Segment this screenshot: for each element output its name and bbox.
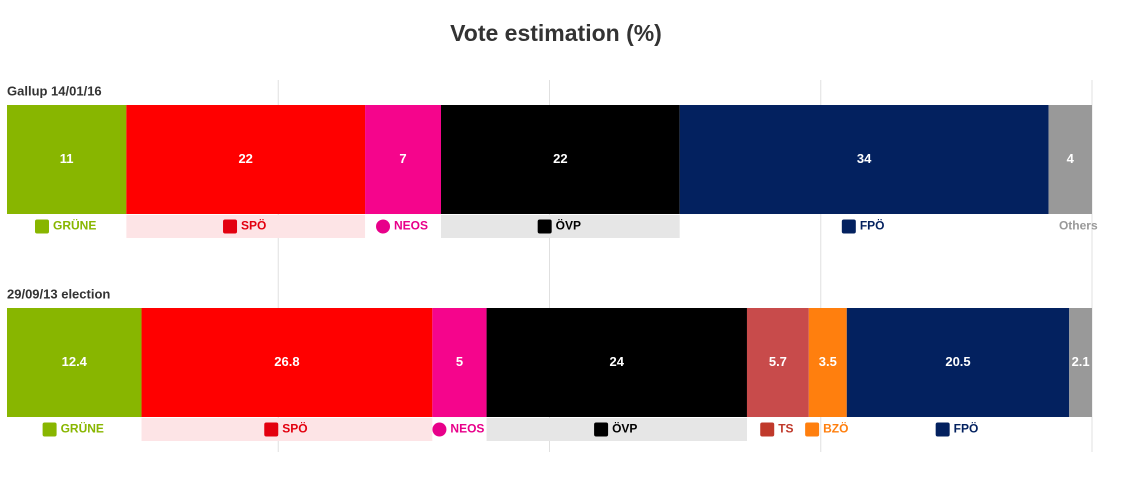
bar-segment [7,308,142,417]
value-label: 24 [610,354,625,369]
value-label: 3.5 [819,354,837,369]
party-label: NEOS [394,219,428,233]
chart-title: Vote estimation (%) [450,20,662,46]
party-label: SPÖ [282,421,307,436]
value-label: 5.7 [769,354,787,369]
bar-segment [141,308,433,417]
bar-segment [7,105,127,214]
party-logo [841,219,856,234]
value-label: 20.5 [945,354,970,369]
party-logo [760,422,775,437]
label-background [486,418,747,441]
party-logo [264,422,279,437]
party-logo [935,422,950,437]
party-label: ÖVP [556,218,581,233]
party-label: TS [778,422,793,436]
value-label: 2.1 [1072,354,1090,369]
value-label: 4 [1067,151,1075,166]
bar-segment [808,308,847,417]
party-label: Others [1059,219,1098,233]
bar-segment [441,105,680,214]
category-label: Gallup 14/01/16 [7,83,102,98]
value-label: 12.4 [62,354,88,369]
value-label: 22 [553,151,567,166]
bar-segment [679,105,1049,214]
value-label: 11 [60,151,74,166]
value-label: 26.8 [274,354,299,369]
party-logo [805,422,820,437]
bar-segment [1069,308,1092,417]
bar-segment [486,308,747,417]
bar-segment [365,105,441,214]
label-background [141,418,433,441]
value-label: 22 [238,151,252,166]
party-label: FPÖ [860,218,885,233]
party-logo [35,219,50,234]
party-label: SPÖ [241,218,266,233]
party-label: FPÖ [954,421,979,436]
party-logo [376,219,391,234]
party-logo [432,422,447,437]
label-background [126,215,366,238]
party-label: ÖVP [612,421,637,436]
party-label: NEOS [450,422,484,436]
bar-segment [126,105,366,214]
value-label: 7 [399,151,406,166]
party-logo [594,422,609,437]
party-label: GRÜNE [53,218,96,233]
bar-segment [746,308,809,417]
bar-segment [846,308,1070,417]
party-label: GRÜNE [61,421,104,436]
bar-segment [1048,105,1092,214]
category-label: 29/09/13 election [7,286,110,301]
bar-segment [432,308,487,417]
value-label: 34 [857,151,872,166]
party-logo [537,219,552,234]
party-logo [42,422,57,437]
party-logo [223,219,238,234]
value-label: 5 [456,354,463,369]
party-label: BZÖ [823,421,848,436]
label-background [441,215,680,238]
